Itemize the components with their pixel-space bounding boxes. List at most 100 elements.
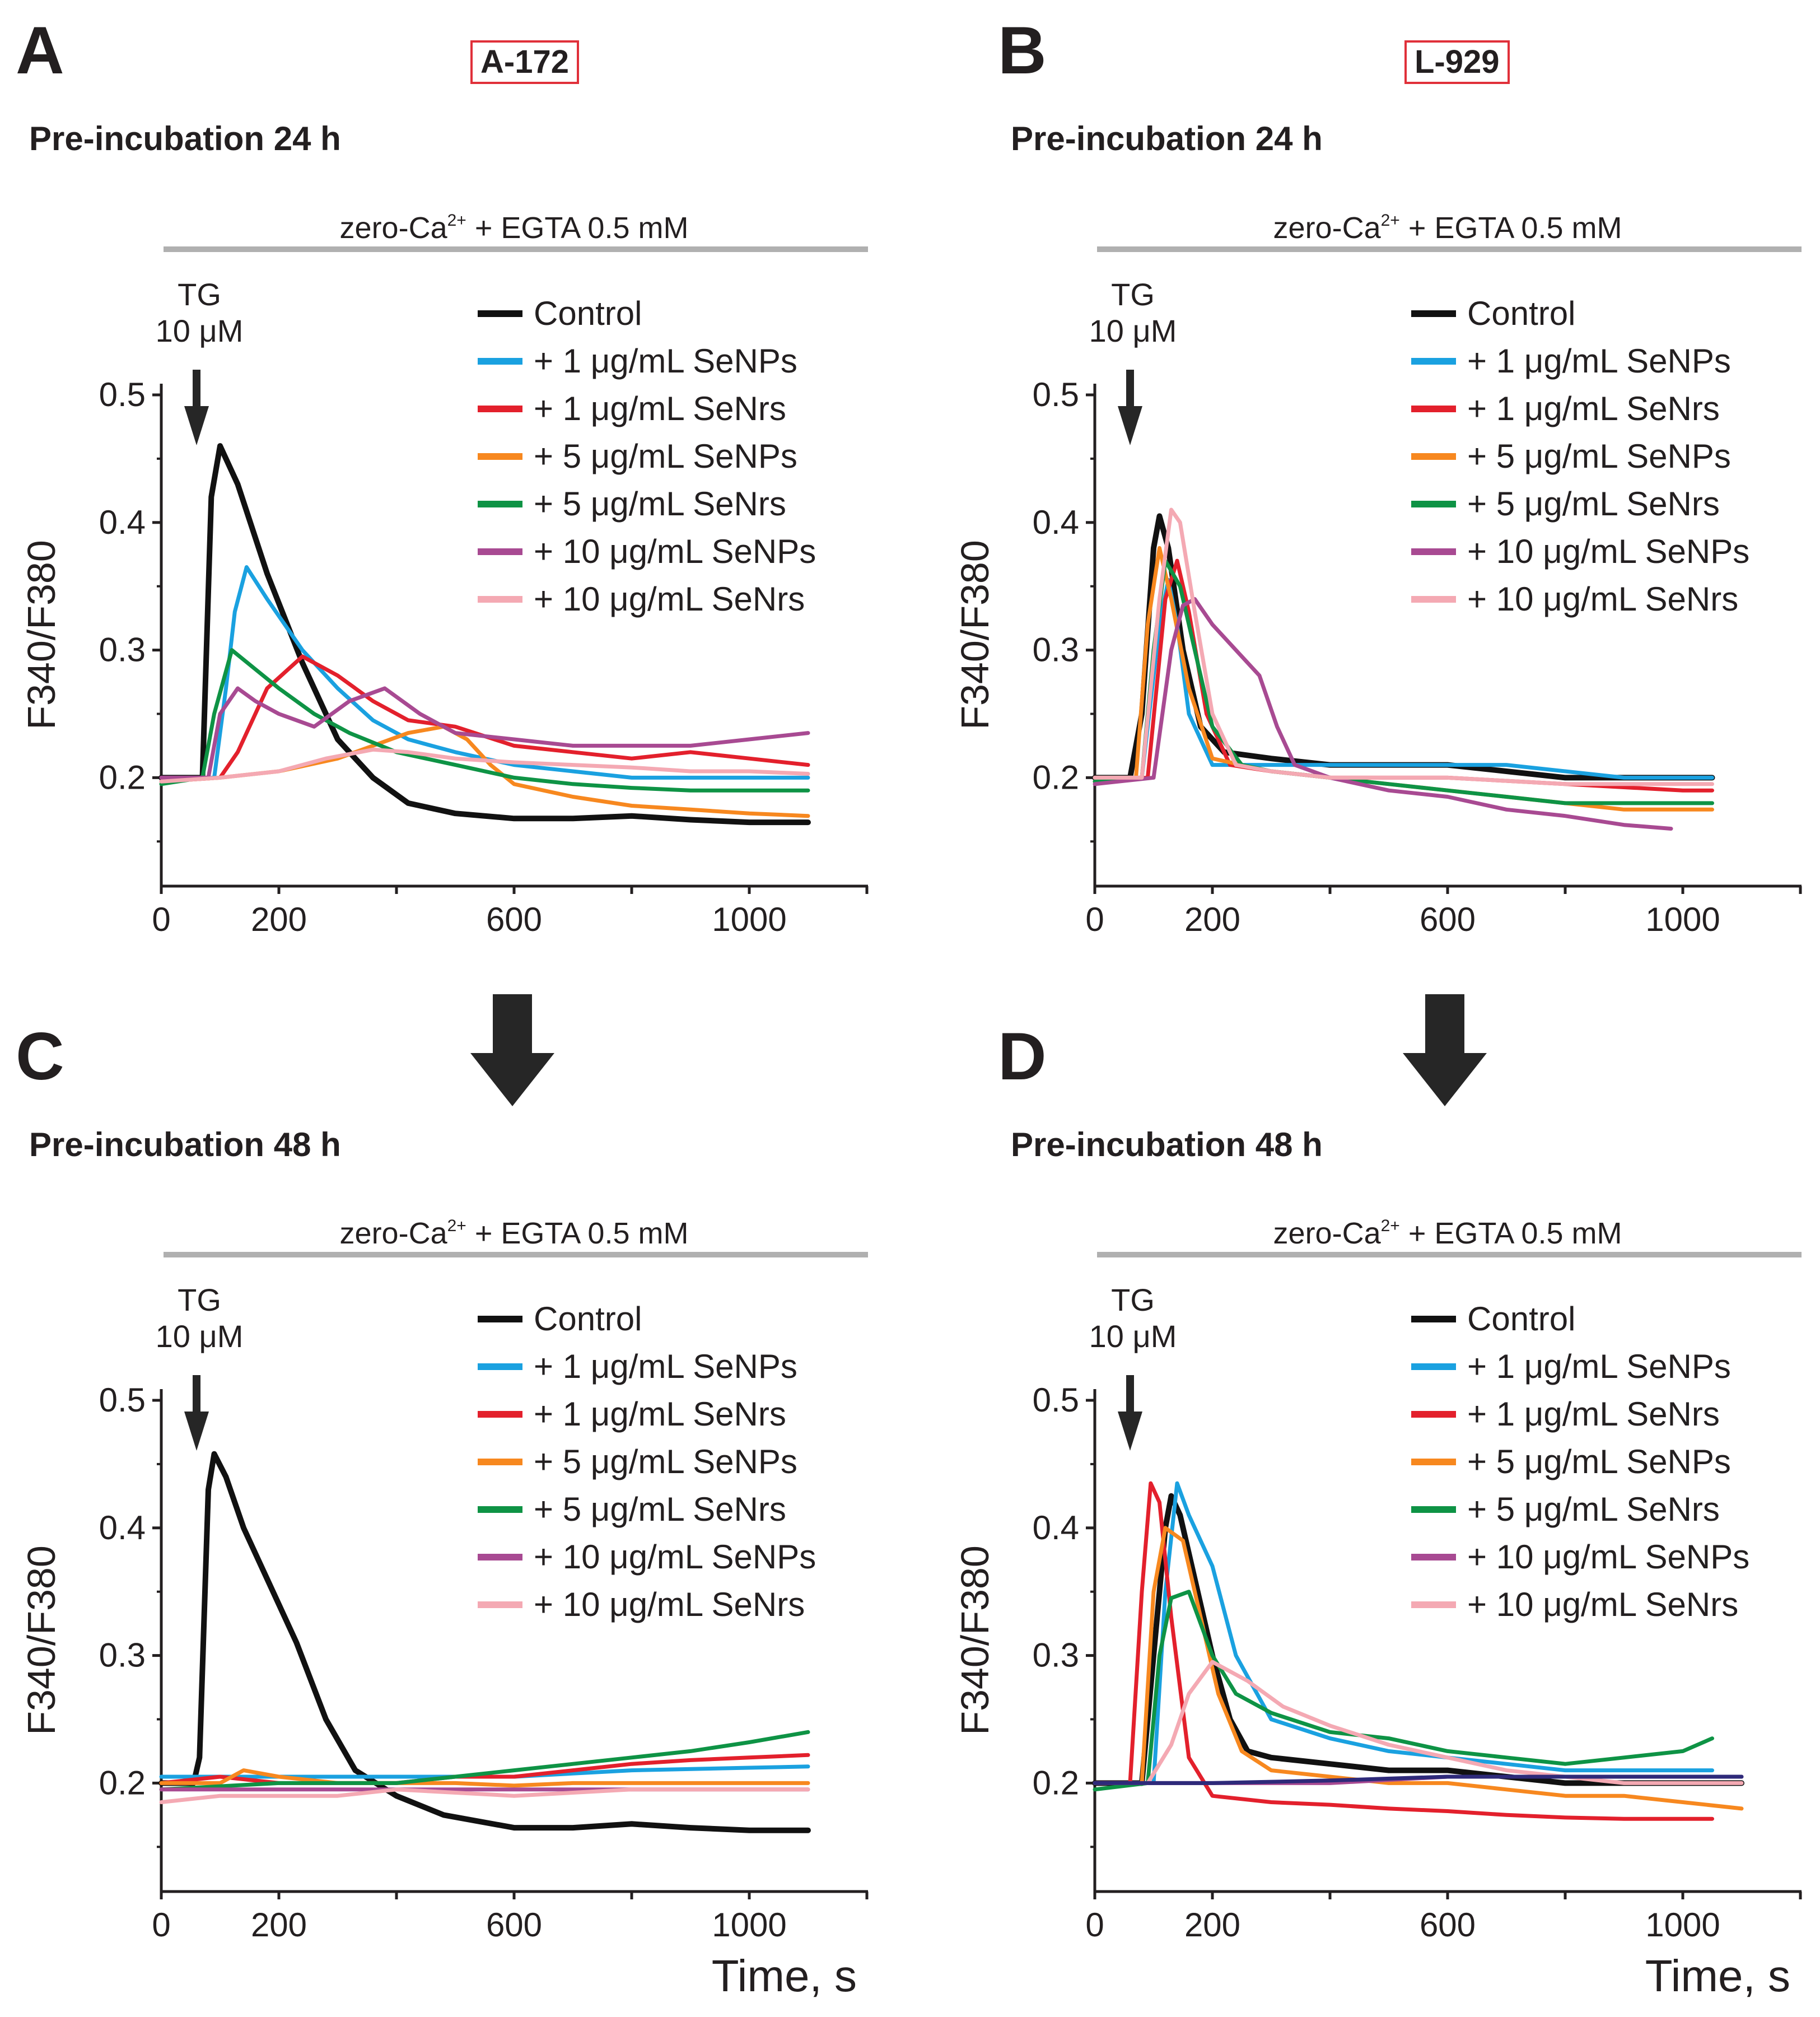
- series-line: [159, 654, 810, 784]
- y-tick-label: 0.5: [1033, 376, 1079, 413]
- series-line: [1093, 597, 1673, 831]
- series-line: [1093, 1481, 1714, 1785]
- tg-label: TG: [178, 1282, 221, 1317]
- cell-line-label-a: A-172: [470, 40, 579, 84]
- legend-label: + 10 μg/mL SeNPs: [534, 1538, 816, 1576]
- condition-bar-label-prefix: zero-Ca: [1273, 1217, 1382, 1250]
- tg-arrow-head: [1118, 1412, 1142, 1451]
- legend-label: + 10 μg/mL SeNrs: [534, 580, 805, 618]
- legend-label: + 10 μg/mL SeNrs: [1467, 1586, 1738, 1623]
- condition-bar-label-prefix: zero-Ca: [1273, 211, 1382, 245]
- series-line: [1093, 1590, 1714, 1792]
- x-tick-label: 200: [1184, 1906, 1240, 1944]
- condition-bar-label-sup: 2+: [1381, 1217, 1400, 1235]
- preincubation-label-d: Pre-incubation 48 h: [1011, 1126, 1323, 1163]
- x-tick-label: 0: [1085, 901, 1104, 938]
- condition-bar-label-prefix: zero-Ca: [340, 211, 448, 245]
- y-axis-label: F340/F380: [20, 1545, 63, 1735]
- x-tick-label: 1000: [712, 1906, 786, 1944]
- legend-label: + 1 μg/mL SeNPs: [1467, 1348, 1731, 1385]
- x-tick-label: 600: [486, 1906, 542, 1944]
- condition-bar-label-sup: 2+: [1381, 211, 1400, 230]
- tg-arrow-head: [184, 1412, 209, 1451]
- legend-label: + 10 μg/mL SeNrs: [534, 1586, 805, 1623]
- legend-label: Control: [534, 1300, 642, 1338]
- legend-label: Control: [1467, 1300, 1575, 1338]
- panel-letter-d: D: [998, 1019, 1047, 1094]
- y-tick-label: 0.3: [99, 631, 146, 669]
- y-tick-label: 0.4: [99, 1509, 146, 1546]
- preincubation-label-b: Pre-incubation 24 h: [1011, 120, 1323, 157]
- y-tick-label: 0.4: [99, 504, 146, 541]
- transition-arrow-left: [470, 994, 554, 1106]
- x-tick-label: 600: [1420, 1906, 1476, 1944]
- y-tick-label: 0.3: [1033, 631, 1079, 669]
- legend-label: + 5 μg/mL SeNPs: [1467, 1443, 1731, 1480]
- legend-label: + 1 μg/mL SeNPs: [534, 342, 797, 380]
- legend-label: + 1 μg/mL SeNrs: [534, 390, 786, 427]
- series-line: [1093, 1660, 1744, 1785]
- y-tick-label: 0.4: [1033, 504, 1079, 541]
- series-line: [1093, 507, 1714, 786]
- x-tick-label: 600: [486, 901, 542, 938]
- y-tick-label: 0.4: [1033, 1509, 1079, 1546]
- x-tick-label: 200: [251, 901, 307, 938]
- legend-label: + 1 μg/mL SeNrs: [1467, 390, 1720, 427]
- series-line: [159, 648, 810, 793]
- x-axis-label: Time, s: [1645, 1951, 1790, 2001]
- panel-letter-a: A: [16, 13, 64, 88]
- y-tick-label: 0.5: [99, 376, 146, 413]
- x-tick-label: 0: [152, 1906, 170, 1944]
- x-tick-label: 1000: [712, 901, 786, 938]
- legend-label: + 5 μg/mL SeNrs: [1467, 1490, 1720, 1528]
- condition-bar-label: zero-Ca2+ + EGTA 0.5 mM: [340, 211, 689, 245]
- series-line: [158, 1451, 811, 1833]
- legend-label: + 1 μg/mL SeNrs: [1467, 1395, 1720, 1433]
- tg-arrow-head: [1118, 406, 1142, 445]
- y-tick-label: 0.3: [99, 1637, 146, 1674]
- tg-concentration-label: 10 μM: [156, 313, 244, 348]
- legend-label: + 5 μg/mL SeNPs: [534, 437, 797, 475]
- y-tick-label: 0.3: [1033, 1637, 1079, 1674]
- legend-label: + 5 μg/mL SeNPs: [534, 1443, 797, 1480]
- panel-letter-b: B: [998, 13, 1047, 88]
- condition-bar-label-suffix: + EGTA 0.5 mM: [1400, 1217, 1622, 1250]
- legend-label: Control: [534, 295, 642, 332]
- preincubation-label-c: Pre-incubation 48 h: [29, 1126, 341, 1163]
- series-line: [159, 1768, 810, 1788]
- condition-bar-label-suffix: + EGTA 0.5 mM: [1400, 211, 1622, 245]
- y-tick-label: 0.5: [99, 1381, 146, 1419]
- y-axis-label: F340/F380: [20, 540, 63, 730]
- y-tick-label: 0.5: [1033, 1381, 1079, 1419]
- x-tick-label: 200: [1184, 901, 1240, 938]
- series-line: [1092, 513, 1715, 781]
- x-tick-label: 0: [152, 901, 170, 938]
- legend-label: + 1 μg/mL SeNPs: [1467, 342, 1731, 380]
- legend-label: + 1 μg/mL SeNPs: [534, 1348, 797, 1385]
- condition-bar-label-suffix: + EGTA 0.5 mM: [466, 211, 689, 245]
- condition-bar-label: zero-Ca2+ + EGTA 0.5 mM: [1273, 1217, 1622, 1250]
- legend-label: + 10 μg/mL SeNrs: [1467, 580, 1738, 618]
- x-tick-label: 600: [1420, 901, 1476, 938]
- condition-bar-label-suffix: + EGTA 0.5 mM: [466, 1217, 689, 1250]
- condition-bar-label-sup: 2+: [447, 1217, 466, 1235]
- tg-concentration-label: 10 μM: [1089, 1319, 1177, 1354]
- series-line: [158, 443, 811, 826]
- legend-label: + 10 μg/mL SeNPs: [1467, 1538, 1749, 1576]
- series-line: [159, 565, 810, 784]
- condition-bar-label: zero-Ca2+ + EGTA 0.5 mM: [1273, 211, 1622, 245]
- y-tick-label: 0.2: [1033, 758, 1079, 796]
- y-tick-label: 0.2: [99, 758, 146, 796]
- tg-label: TG: [1111, 277, 1155, 312]
- legend-label: + 10 μg/mL SeNPs: [534, 533, 816, 570]
- tg-concentration-label: 10 μM: [156, 1319, 244, 1354]
- tg-arrow-head: [184, 406, 209, 445]
- condition-bar-label-prefix: zero-Ca: [340, 1217, 448, 1250]
- tg-label: TG: [178, 277, 221, 312]
- legend-label: + 1 μg/mL SeNrs: [534, 1395, 786, 1433]
- series-line: [159, 1787, 810, 1804]
- y-tick-label: 0.2: [1033, 1764, 1079, 1801]
